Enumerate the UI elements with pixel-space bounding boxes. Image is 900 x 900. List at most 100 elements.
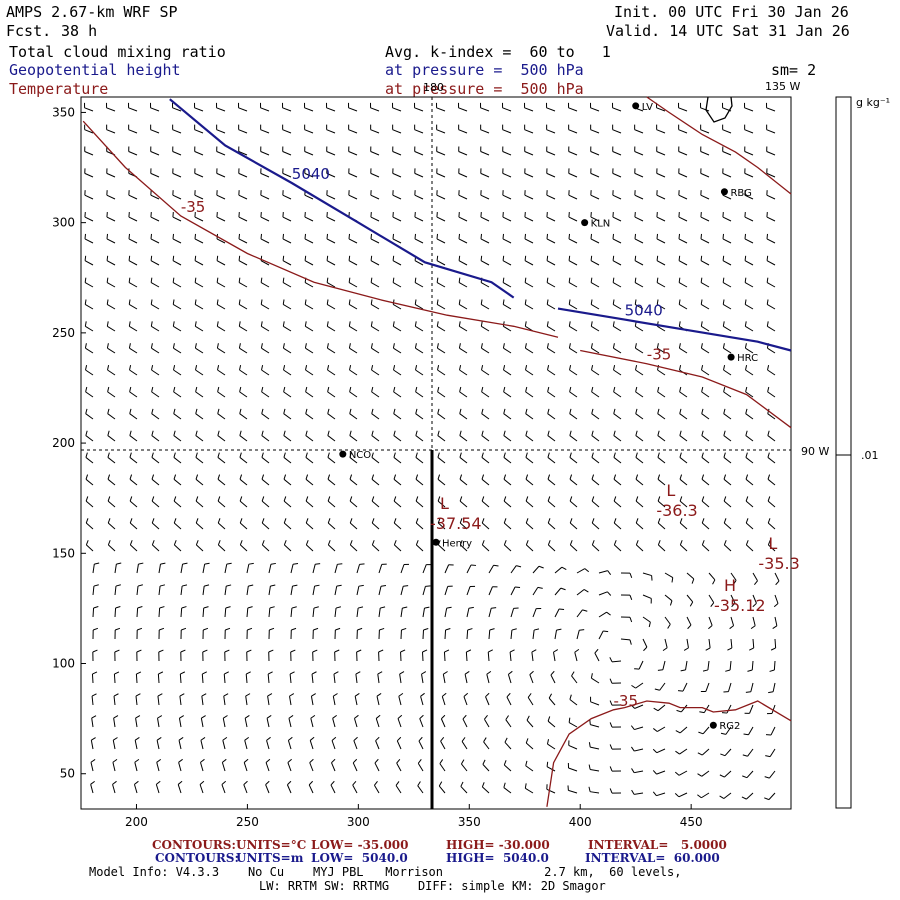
wind-barb-flag [304,343,307,349]
wind-barb-flag [742,775,748,779]
wind-barb-flag [129,430,132,436]
wind-barb-flag [292,563,299,565]
wind-barb-flag [282,321,285,327]
wind-barb [568,129,578,134]
station-label: NCO [349,450,371,461]
wind-barb [216,304,226,310]
wind-barb-flag [282,277,285,283]
wind-barb [547,391,556,398]
wind-barb [283,347,292,354]
wind-barb-flag [767,540,771,546]
wind-barb [283,325,292,332]
wind-barb [598,611,607,618]
wind-barb [107,347,116,354]
wind-barb [745,435,754,442]
wind-barb-flag [200,758,205,763]
wind-barb [157,673,160,684]
wind-barb-flag [150,255,153,261]
wind-barb-flag [260,233,263,239]
wind-barb [355,674,358,684]
wind-barb [85,478,94,486]
wind-barb [282,260,292,266]
wind-barb [106,238,116,244]
wind-barb-flag [524,321,527,327]
wind-barb-flag [486,670,492,675]
wind-barb-flag [502,277,505,283]
wind-barb-flag [503,452,506,458]
wind-barb [151,478,160,486]
wind-barb [375,718,380,728]
wind-barb-flag [150,321,153,327]
wind-barb [150,107,160,112]
wind-barb-flag [337,563,343,565]
wind-barb [173,457,182,464]
wind-barb [482,786,490,794]
wind-barb [440,718,446,728]
wind-barb-flag [481,386,484,392]
wind-barb-flag [85,430,88,436]
wind-barb [480,260,490,266]
wind-barb-flag [371,496,375,502]
wind-barb-flag [414,299,417,305]
wind-barb [370,151,380,156]
wind-barb-flag [534,628,540,631]
wind-barb-flag [326,299,329,305]
wind-barb [375,740,380,750]
wind-barb [107,500,116,508]
wind-barb-flag [151,430,154,436]
wind-barb-flag [547,365,550,371]
wind-barb-flag [84,233,87,239]
wind-barb [195,500,204,508]
wind-barb [510,629,513,640]
wind-barb [525,347,534,354]
wind-barb [656,151,666,156]
wind-barb [92,564,95,574]
wind-barb [767,435,776,442]
wind-barb [766,107,776,112]
wind-barb-flag [569,496,573,502]
wind-barb [612,107,622,112]
wind-barb [84,260,94,266]
wind-barb-flag [546,739,550,745]
wind-barb-flag [679,474,683,480]
wind-barb-flag [290,649,296,653]
wind-barb [656,726,666,732]
wind-barb [217,478,226,486]
wind-barb [113,718,116,728]
wind-barb-flag [305,430,308,436]
wind-barb-flag [590,277,593,283]
wind-barb-flag [283,386,286,392]
wind-barb-flag [107,496,111,502]
wind-barb-flag [657,540,661,546]
wind-barb-flag [327,365,330,371]
extremum-value: -35.3 [758,554,799,573]
wind-barb [481,347,490,354]
wind-barb [436,260,446,266]
wind-barb-flag [538,565,544,569]
wind-barb-flag [327,386,330,392]
wind-barb [221,784,226,794]
wind-barb [590,107,600,112]
wind-barb [613,522,622,530]
wind-barb [486,674,490,684]
wind-barb [724,544,732,552]
wind-barb [635,522,644,530]
wind-barb [334,564,338,574]
wind-barb-flag [568,255,571,261]
wind-barb [348,282,358,288]
wind-barb [282,238,292,244]
wind-barb-flag [569,408,572,414]
wind-barb [657,478,666,486]
wind-barb-flag [679,518,683,524]
wind-barb-flag [767,386,770,392]
wind-barb [415,457,424,464]
wind-barb [260,216,270,222]
wind-barb [744,129,754,134]
wind-barb [327,347,336,354]
wind-barb [502,282,512,288]
wind-barb [172,194,182,200]
wind-barb [371,522,380,530]
wind-barb-flag [594,648,599,654]
wind-barb-flag [265,758,271,763]
wind-barb [217,413,226,420]
